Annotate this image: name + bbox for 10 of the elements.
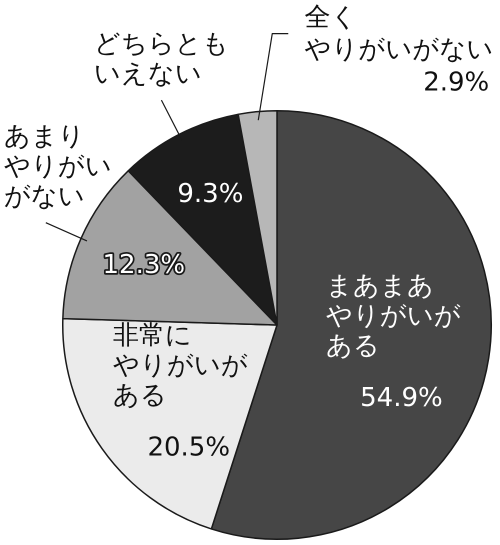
data-label: 9.3% [177,179,244,210]
data-label: 54.9% [360,383,443,414]
slice-label: 非常にやりがいがある [113,320,248,411]
data-label: 2.9% [423,67,490,98]
slice-label: 全くやりがいがない [304,2,494,64]
slice-label: まあまあやりがいがある [326,271,461,362]
data-label: 20.5% [147,432,230,463]
data-label: 12.3% [102,250,186,280]
slice-label: あまりやりがいがない [4,121,112,212]
slice-label: どちらともいえない [94,28,229,89]
